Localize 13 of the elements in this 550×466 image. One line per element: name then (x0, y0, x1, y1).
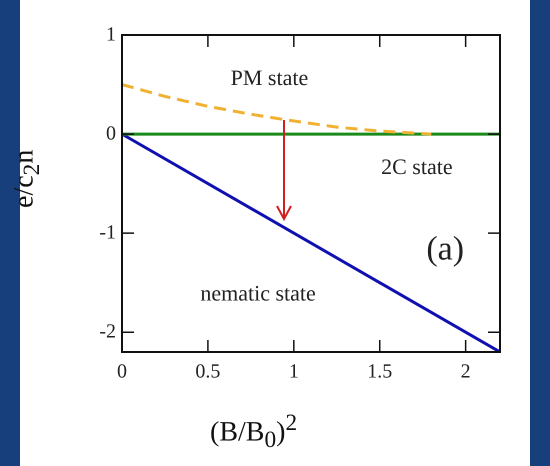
x-axis-title: (B/B$_{0}$)$^{2}$ (210, 410, 298, 454)
y-tick-label: 1 (106, 23, 116, 46)
annotation: (a) (426, 230, 464, 268)
y-tick-label: 0 (106, 122, 116, 144)
annotation: nematic state (200, 280, 316, 306)
x-tick-label: 2 (460, 360, 471, 382)
y-tick-label: -1 (99, 221, 116, 244)
x-tick-label: 1 (288, 360, 299, 382)
x-tick-label: 0.5 (195, 360, 220, 382)
y-tick-label: -2 (99, 320, 116, 342)
annotation: PM state (230, 65, 308, 90)
x-tick-label: 1.5 (367, 360, 392, 382)
annotation: 2C state (381, 154, 453, 179)
